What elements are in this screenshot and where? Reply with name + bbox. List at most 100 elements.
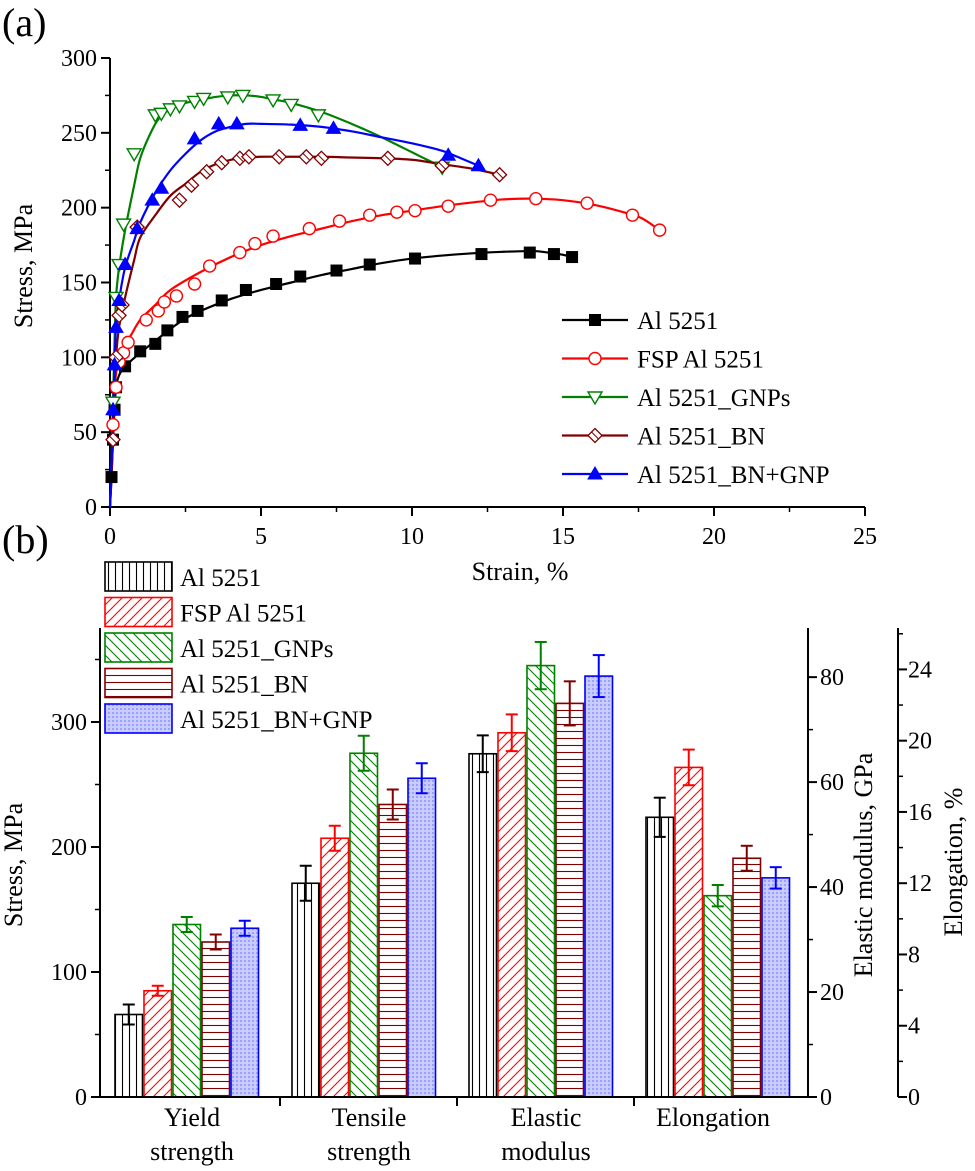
- panel-b-ytick-elongation-label: 12: [908, 871, 932, 897]
- marker-fsp-al-5251: [266, 229, 280, 243]
- marker-al-5251-bn-cross: [112, 353, 120, 362]
- marker-al-5251-bn: [241, 148, 257, 165]
- panel-b-ytick-modulus-label: 0: [820, 1085, 832, 1111]
- errorbar-al-5251-gnps-elastic-modulus: [534, 640, 547, 691]
- marker-al-5251-bn-cross: [187, 181, 196, 190]
- bar-al-5251-bn-gnp-tensile-strength: [407, 777, 437, 1098]
- marker-fsp-al-5251: [202, 259, 217, 273]
- marker-fsp-al-5251: [625, 208, 640, 222]
- errorbar-al-5251-bn-gnp-tensile-strength: [415, 762, 428, 795]
- panel-a-markers: [104, 89, 667, 484]
- bar-al-5251-bn-gnp-yield-strength: [230, 927, 260, 1098]
- panel-b-ytick-modulus-label: 80: [820, 665, 844, 691]
- curve-al-5251-bn-gnp: [108, 122, 479, 508]
- panel-b-ytick-modulus-label: 20: [820, 980, 844, 1006]
- panel-a-ytick-label: 0: [85, 495, 97, 521]
- marker-fsp-al-5251: [248, 236, 262, 251]
- marker-al-5251-bn-gnp: [186, 130, 203, 145]
- marker-al-5251-bn-cross: [236, 154, 244, 163]
- marker-al-5251-gnps: [310, 109, 327, 124]
- legend-marker-al-5251-bn: [587, 427, 603, 444]
- marker-fsp-al-5251: [151, 304, 166, 318]
- marker-al-5251: [239, 283, 252, 296]
- marker-al-5251: [409, 252, 422, 265]
- marker-fsp-al-5251: [302, 221, 317, 236]
- panel-b-ytick-left-label: 300: [51, 710, 87, 736]
- bar-fsp-al-5251-yield-strength: [143, 989, 173, 1098]
- errorbar-al-5251-gnps-tensile-strength: [357, 734, 370, 772]
- marker-al-5251-bn: [379, 150, 396, 167]
- legend-marker-al-5251-bn-gnp: [587, 466, 603, 480]
- bar-al-5251-yield-strength: [114, 1013, 144, 1098]
- legend-swatch-al-5251-bn-gnp: [104, 703, 173, 734]
- marker-al-5251-gnps: [234, 89, 252, 104]
- marker-fsp-al-5251: [233, 245, 247, 260]
- marker-al-5251-bn-cross: [302, 152, 311, 161]
- panel-b-ytick-left-label: 100: [51, 960, 87, 986]
- marker-al-5251-gnps: [264, 94, 282, 109]
- errorbar-al-5251-yield-strength: [122, 1003, 135, 1026]
- errorbar-al-5251-bn-yield-strength: [209, 933, 222, 951]
- errorbar-al-5251-bn-gnp-elastic-modulus: [592, 654, 605, 699]
- panel-b-ytick-modulus-label: 40: [820, 875, 844, 901]
- marker-al-5251-bn-gnp: [117, 256, 133, 271]
- marker-al-5251-gnps: [162, 103, 179, 118]
- legend-label-al-5251-bn-gnp: Al 5251_BN+GNP: [180, 707, 373, 734]
- bar-al-5251-bn-yield-strength: [201, 941, 231, 1098]
- marker-fsp-al-5251: [106, 417, 120, 432]
- bar-al-5251-tensile-strength: [291, 882, 321, 1098]
- marker-al-5251-bn-gnp: [440, 147, 457, 161]
- errorbar-al-5251-tensile-strength: [299, 864, 312, 902]
- legend-label-al-5251-bn: Al 5251_BN: [637, 424, 765, 451]
- panel-b-bar-chart: (b) 010020030002040608004812162024Yields…: [0, 517, 968, 1166]
- marker-al-5251-bn-cross: [245, 152, 253, 161]
- marker-al-5251-bn-gnp: [292, 117, 309, 131]
- marker-al-5251-bn-gnp: [106, 356, 123, 371]
- marker-al-5251: [176, 310, 189, 323]
- marker-al-5251: [523, 246, 536, 259]
- marker-fsp-al-5251: [139, 313, 153, 327]
- category-label-tensile-strength-2: strength: [327, 1137, 411, 1166]
- bar-al-5251-gnps-elastic-modulus: [526, 664, 556, 1098]
- marker-al-5251: [330, 264, 343, 277]
- marker-al-5251-gnps: [195, 92, 212, 107]
- marker-al-5251: [270, 277, 283, 290]
- marker-al-5251-bn-cross: [438, 161, 447, 170]
- panel-b-ylabel-right-modulus: Elastic modulus, GPa: [849, 752, 878, 977]
- panel-b-ytick-elongation-label: 0: [908, 1085, 920, 1111]
- marker-fsp-al-5251: [529, 191, 543, 206]
- errorbar-fsp-al-5251-elastic-modulus: [505, 713, 518, 753]
- panel-a-xtick-label: 0: [104, 524, 116, 550]
- panel-b-ytick-elongation-label: 16: [908, 800, 932, 826]
- marker-al-5251-bn-gnp: [228, 115, 245, 130]
- marker-al-5251-bn-cross: [383, 154, 392, 163]
- marker-al-5251-gnps: [153, 107, 170, 122]
- panel-b-axes: 0 100 200 300 0 20 40 60 80 0 4 8 12 16 20 24 Yield stren…: [51, 628, 932, 1166]
- marker-al-5251-bn-cross: [217, 158, 226, 167]
- panel-a-ytick-label: 250: [61, 121, 97, 147]
- panel-a-legend: Al 5251 FSP Al 5251 Al 5251_GNPs Al 5251_BN…: [562, 308, 830, 489]
- marker-al-5251-bn-cross: [202, 167, 211, 176]
- marker-fsp-al-5251: [483, 193, 498, 207]
- legend-label-al-5251: Al 5251: [637, 308, 718, 335]
- category-label-elastic-modulus-1: Elastic: [511, 1103, 582, 1132]
- legend-label-fsp-al-5251: FSP Al 5251: [637, 347, 764, 374]
- marker-al-5251-bn-gnp: [210, 115, 227, 130]
- legend-label-al-5251-gnps: Al 5251_GNPs: [637, 385, 791, 412]
- marker-al-5251: [149, 337, 162, 350]
- errorbar-al-5251-bn-elastic-modulus: [563, 680, 576, 727]
- panel-b-ytick-modulus-label: 60: [820, 770, 844, 796]
- marker-al-5251-bn-cross: [275, 152, 283, 161]
- marker-al-5251: [547, 248, 560, 261]
- marker-al-5251-gnps: [115, 218, 132, 233]
- marker-fsp-al-5251: [652, 223, 667, 237]
- marker-al-5251-gnps: [186, 95, 203, 110]
- category-label-yield-strength-1: Yield: [164, 1103, 220, 1132]
- bar-al-5251-gnps-elongation: [703, 894, 733, 1098]
- bar-al-5251-elongation: [645, 816, 675, 1098]
- legend-swatch-al-5251-bn: [104, 667, 173, 699]
- marker-al-5251-bn-gnp: [111, 292, 127, 306]
- panel-b-label: (b): [2, 517, 49, 562]
- marker-al-5251-bn: [434, 157, 451, 174]
- marker-fsp-al-5251: [408, 203, 422, 218]
